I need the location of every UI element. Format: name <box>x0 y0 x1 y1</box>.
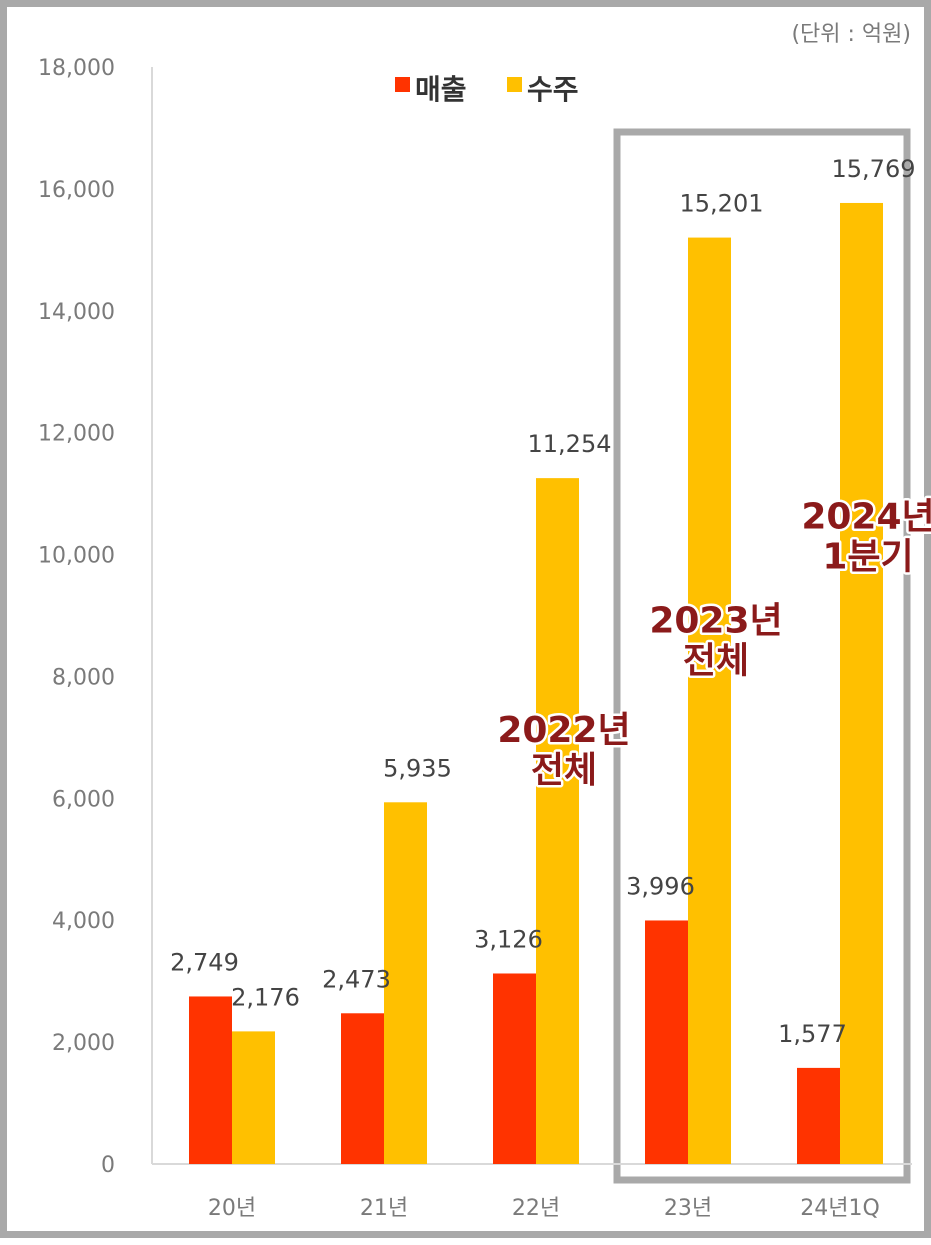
data-label-orders: 2,176 <box>231 983 300 1011</box>
x-tick-label: 21년 <box>360 1196 408 1221</box>
bar-orders <box>840 202 883 1165</box>
bar-orders <box>536 478 579 1164</box>
y-tick-label: 18,000 <box>38 56 115 81</box>
annotation-text: 2022년 <box>497 710 630 751</box>
data-label-sales: 3,126 <box>474 925 543 953</box>
bar-sales <box>341 1013 384 1164</box>
data-label-sales: 3,996 <box>626 872 695 900</box>
unit-label: (단위 : 억원) <box>791 22 911 47</box>
annotation-text: 2024년 <box>801 497 931 538</box>
data-label-sales: 1,577 <box>778 1020 847 1048</box>
y-tick-label: 4,000 <box>52 909 115 934</box>
bar-chart: (단위 : 억원) 0 2,000 4,000 6,000 8,000 10,000 12,… <box>38 22 931 1221</box>
annotation-text: 2023년 <box>649 600 782 641</box>
annotation-text: 전체 <box>531 750 597 791</box>
x-tick-label: 20년 <box>208 1196 256 1221</box>
y-tick-label: 12,000 <box>38 422 115 447</box>
data-label-sales: 2,749 <box>170 948 239 976</box>
bar-orders <box>688 237 731 1164</box>
x-tick-label: 22년 <box>512 1196 560 1221</box>
legend-swatch <box>395 77 410 92</box>
bar-orders <box>384 802 427 1164</box>
y-tick-label: 0 <box>101 1153 115 1178</box>
data-label-orders: 15,769 <box>832 155 916 183</box>
highlight-box <box>613 128 911 1184</box>
data-label-sales: 2,473 <box>322 965 391 993</box>
y-tick-label: 14,000 <box>38 300 115 325</box>
y-tick-label: 6,000 <box>52 787 115 812</box>
data-label-orders: 5,935 <box>383 754 452 782</box>
bar-orders <box>232 1031 275 1164</box>
bar-sales <box>645 920 688 1164</box>
bar-sales <box>189 996 232 1164</box>
y-tick-label: 10,000 <box>38 544 115 569</box>
legend-label: 매출 <box>415 73 467 106</box>
x-tick-label: 23년 <box>664 1196 712 1221</box>
y-tick-label: 8,000 <box>52 665 115 690</box>
data-label-orders: 15,201 <box>680 190 764 218</box>
annotation-text: 전체 <box>683 640 749 681</box>
data-label-orders: 11,254 <box>528 430 612 458</box>
y-tick-label: 2,000 <box>52 1031 115 1056</box>
annotation-text: 1분기 <box>822 537 913 578</box>
y-tick-label: 16,000 <box>38 178 115 203</box>
legend-swatch <box>507 77 522 92</box>
bar-sales <box>493 973 536 1164</box>
bar-sales <box>797 1067 840 1164</box>
x-tick-label: 24년1Q <box>800 1196 880 1221</box>
legend-label: 수주 <box>527 73 579 106</box>
